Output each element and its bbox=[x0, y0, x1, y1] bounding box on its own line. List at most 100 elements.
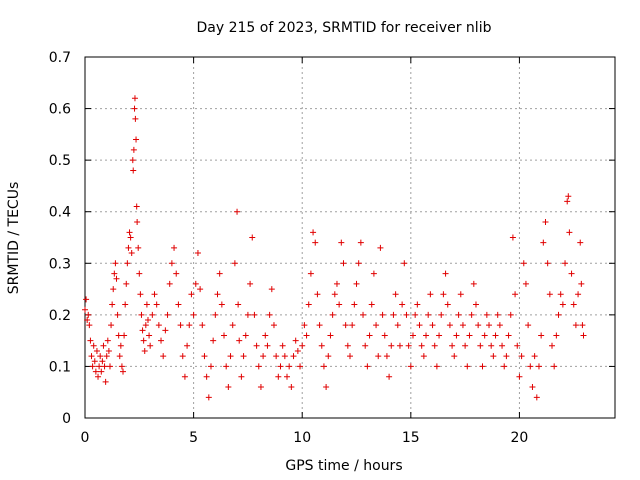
data-point bbox=[111, 270, 118, 277]
data-point bbox=[225, 384, 232, 391]
data-point bbox=[140, 337, 147, 344]
data-point bbox=[542, 219, 549, 226]
y-tick-label: 0.2 bbox=[49, 308, 71, 324]
data-point bbox=[117, 342, 124, 349]
data-point bbox=[449, 342, 456, 349]
data-point bbox=[279, 342, 286, 349]
data-point bbox=[390, 311, 397, 318]
data-point bbox=[535, 363, 542, 370]
data-point bbox=[425, 311, 432, 318]
data-point bbox=[114, 311, 121, 318]
data-point bbox=[429, 322, 436, 329]
data-point bbox=[86, 322, 93, 329]
data-point bbox=[316, 322, 323, 329]
data-point bbox=[275, 373, 282, 380]
data-point bbox=[262, 332, 269, 339]
data-point bbox=[514, 342, 521, 349]
data-point bbox=[575, 291, 582, 298]
data-point bbox=[578, 280, 585, 287]
data-point bbox=[531, 353, 538, 360]
data-point bbox=[549, 342, 556, 349]
data-point bbox=[84, 317, 91, 324]
data-point bbox=[540, 239, 547, 246]
data-point bbox=[101, 363, 108, 370]
data-point bbox=[115, 332, 122, 339]
data-point bbox=[238, 373, 245, 380]
data-point bbox=[125, 244, 132, 251]
data-point bbox=[133, 136, 140, 143]
data-point bbox=[522, 280, 529, 287]
data-point bbox=[327, 332, 334, 339]
data-point bbox=[323, 384, 330, 391]
data-point bbox=[153, 301, 160, 308]
data-point bbox=[572, 322, 579, 329]
data-point bbox=[407, 363, 414, 370]
data-point bbox=[235, 301, 242, 308]
data-point bbox=[344, 342, 351, 349]
data-point bbox=[286, 363, 293, 370]
data-point bbox=[431, 342, 438, 349]
data-point bbox=[173, 270, 180, 277]
data-point bbox=[188, 291, 195, 298]
data-point bbox=[303, 332, 310, 339]
data-point bbox=[488, 342, 495, 349]
data-point bbox=[284, 373, 291, 380]
data-point bbox=[218, 301, 225, 308]
data-point bbox=[82, 306, 88, 313]
data-point bbox=[409, 332, 416, 339]
data-point bbox=[128, 249, 135, 256]
data-point bbox=[93, 347, 100, 354]
data-point bbox=[509, 234, 516, 241]
data-point bbox=[240, 353, 247, 360]
data-point bbox=[134, 219, 141, 226]
data-point bbox=[179, 353, 186, 360]
y-tick-label: 0.6 bbox=[49, 102, 71, 118]
data-point bbox=[108, 322, 115, 329]
data-point bbox=[260, 353, 267, 360]
x-tick-label: 10 bbox=[293, 430, 311, 446]
data-point bbox=[192, 280, 199, 287]
data-point bbox=[577, 239, 584, 246]
data-point bbox=[131, 105, 138, 112]
data-point bbox=[120, 368, 127, 375]
y-tick-label: 0.1 bbox=[49, 359, 71, 375]
data-point bbox=[305, 301, 312, 308]
data-point bbox=[375, 353, 382, 360]
data-point bbox=[126, 229, 133, 236]
data-point bbox=[559, 301, 566, 308]
data-point bbox=[234, 208, 241, 215]
data-point bbox=[109, 301, 116, 308]
data-point bbox=[525, 322, 532, 329]
data-point bbox=[131, 95, 138, 102]
data-point bbox=[394, 322, 401, 329]
data-point bbox=[462, 342, 469, 349]
data-point bbox=[121, 332, 128, 339]
data-point bbox=[257, 384, 264, 391]
x-axis-label: GPS time / hours bbox=[285, 458, 402, 474]
data-point bbox=[364, 363, 371, 370]
data-point bbox=[349, 322, 356, 329]
data-point bbox=[227, 353, 234, 360]
data-point bbox=[505, 332, 512, 339]
x-tick-label: 5 bbox=[189, 430, 198, 446]
data-point bbox=[459, 322, 466, 329]
data-point bbox=[446, 322, 453, 329]
data-point bbox=[113, 275, 120, 282]
data-point bbox=[557, 291, 564, 298]
data-point bbox=[464, 363, 471, 370]
data-point bbox=[294, 347, 301, 354]
data-point bbox=[318, 342, 325, 349]
data-point bbox=[379, 311, 386, 318]
data-point bbox=[420, 353, 427, 360]
data-point bbox=[503, 353, 510, 360]
data-point bbox=[216, 270, 223, 277]
data-point bbox=[470, 280, 477, 287]
data-point bbox=[186, 322, 193, 329]
data-point bbox=[223, 363, 230, 370]
y-tick-label: 0.3 bbox=[49, 256, 71, 272]
data-point bbox=[210, 337, 217, 344]
data-point bbox=[475, 322, 482, 329]
data-point bbox=[277, 363, 284, 370]
data-point bbox=[147, 342, 154, 349]
data-point bbox=[136, 270, 143, 277]
